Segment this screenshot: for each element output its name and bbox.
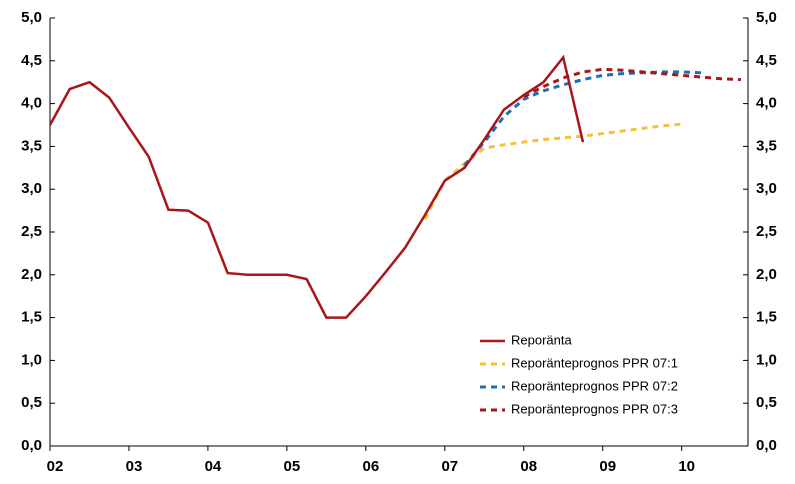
x-tick-label: 07 xyxy=(441,458,458,475)
y-tick-label-right: 0,0 xyxy=(756,437,777,454)
y-tick-label: 2,0 xyxy=(21,266,42,283)
x-tick-label: 10 xyxy=(678,458,695,475)
series-line xyxy=(523,67,741,99)
series-line xyxy=(423,122,682,220)
y-tick-label-right: 3,5 xyxy=(756,137,777,154)
x-tick-label: 06 xyxy=(362,458,379,475)
legend: Reporänta Reporänteprognos PPR 07:1 Reporä… xyxy=(475,328,740,426)
y-tick-label-right: 4,5 xyxy=(756,52,777,69)
legend-label: Reporänteprognos PPR 07:3 xyxy=(511,401,678,416)
y-tick-label: 0,5 xyxy=(21,394,42,411)
x-tick-label: 05 xyxy=(284,458,301,475)
y-tick-label-right: 2,5 xyxy=(756,223,777,240)
series-line xyxy=(48,54,585,319)
y-tick-label-right: 2,0 xyxy=(756,266,777,283)
y-tick-label: 4,0 xyxy=(21,95,42,112)
y-tick-label: 2,5 xyxy=(21,223,42,240)
x-tick-label: 09 xyxy=(599,458,616,475)
y-tick-label: 0,0 xyxy=(21,437,42,454)
y-tick-label-right: 3,0 xyxy=(756,180,777,197)
x-tick-label: 04 xyxy=(205,458,222,475)
y-tick-label: 5,0 xyxy=(21,9,42,26)
y-tick-label: 1,5 xyxy=(21,309,42,326)
y-tick-label: 3,5 xyxy=(21,137,42,154)
y-tick-label: 4,5 xyxy=(21,52,42,69)
y-tick-label: 3,0 xyxy=(21,180,42,197)
y-tick-label: 1,0 xyxy=(21,351,42,368)
legend-box xyxy=(475,328,740,426)
y-tick-label-right: 5,0 xyxy=(756,9,777,26)
y-tick-label-right: 1,5 xyxy=(756,309,777,326)
legend-label: Reporänteprognos PPR 07:1 xyxy=(511,355,678,370)
series-line xyxy=(463,70,702,167)
y-tick-label-right: 0,5 xyxy=(756,394,777,411)
legend-label: Reporänta xyxy=(511,332,572,347)
legend-label: Reporänteprognos PPR 07:2 xyxy=(511,378,678,393)
y-tick-label-right: 1,0 xyxy=(756,351,777,368)
y-tick-label-right: 4,0 xyxy=(756,95,777,112)
x-tick-label: 08 xyxy=(520,458,537,475)
x-tick-label: 03 xyxy=(126,458,143,475)
x-tick-label: 02 xyxy=(47,458,64,475)
